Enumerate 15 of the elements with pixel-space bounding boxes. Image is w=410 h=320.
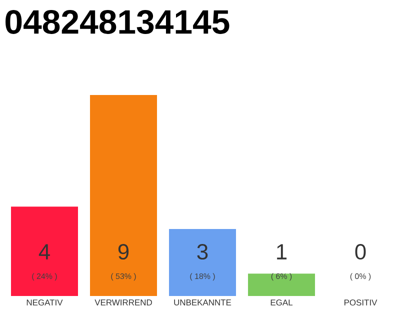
x-tick-label: POSITIV xyxy=(344,300,378,306)
bar xyxy=(169,229,236,296)
bar xyxy=(248,274,315,296)
data-label: 9 xyxy=(118,244,129,260)
x-tick-label: NEGATIV xyxy=(26,300,63,306)
bar xyxy=(11,206,78,296)
data-label: 0 xyxy=(355,244,366,260)
bar xyxy=(90,95,157,296)
chart-title: 048248134145 xyxy=(6,10,230,34)
data-label: 4 xyxy=(38,244,50,260)
data-label: 1 xyxy=(277,244,287,260)
x-tick-label: EGAL xyxy=(270,300,293,306)
x-tick-label: UNBEKANNTE xyxy=(174,300,232,306)
data-label: 3 xyxy=(197,244,208,260)
x-tick-label: VERWIRREND xyxy=(94,300,152,306)
